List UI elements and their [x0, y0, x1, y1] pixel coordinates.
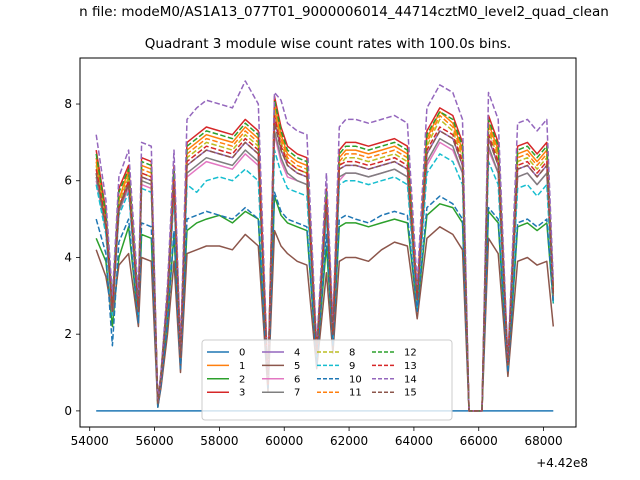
- legend-label-8: 8: [349, 348, 355, 359]
- x-tick-label: 64000: [395, 434, 433, 448]
- x-tick-label: 62000: [330, 434, 368, 448]
- y-axis: 0 2 4 6 8: [64, 97, 80, 418]
- legend-label-6: 6: [294, 374, 300, 385]
- legend-label-15: 15: [404, 388, 417, 399]
- legend-label-2: 2: [239, 374, 245, 385]
- legend-label-0: 0: [239, 348, 245, 359]
- legend-label-9: 9: [349, 361, 355, 372]
- legend-label-4: 4: [294, 348, 300, 359]
- plot-frame: [79, 57, 577, 428]
- x-tick-label: 66000: [460, 434, 498, 448]
- y-tick-label: 4: [64, 250, 72, 264]
- x-tick-label: 56000: [135, 434, 173, 448]
- y-tick-label: 8: [64, 97, 72, 111]
- y-tick-label: 0: [64, 404, 72, 418]
- legend-label-12: 12: [404, 348, 417, 359]
- legend-box: [201, 339, 453, 421]
- x-tick-label: 68000: [524, 434, 562, 448]
- plot-lines: [95, 80, 555, 412]
- legend-label-7: 7: [294, 388, 300, 399]
- series-line-15: [95, 122, 555, 412]
- legend-label-11: 11: [349, 388, 362, 399]
- legend-label-1: 1: [239, 361, 245, 372]
- y-tick-label: 6: [64, 174, 72, 188]
- x-offset-label: +4.42e8: [536, 456, 588, 470]
- x-tick-label: 58000: [200, 434, 238, 448]
- x-axis: 54000 56000 58000 60000 62000 64000 66000 68000: [71, 427, 563, 448]
- legend-label-13: 13: [404, 361, 417, 372]
- legend-label-14: 14: [404, 374, 417, 385]
- y-tick-label: 2: [64, 327, 72, 341]
- series-line-14: [95, 80, 555, 412]
- legend-label-5: 5: [294, 361, 300, 372]
- chart-title: Quadrant 3 module wise count rates with …: [144, 36, 512, 52]
- legend-label-10: 10: [349, 374, 362, 385]
- x-tick-label: 60000: [265, 434, 303, 448]
- x-tick-label: 54000: [71, 434, 109, 448]
- legend-label-3: 3: [239, 388, 245, 399]
- figure-suptitle: n file: modeM0/AS1A13_077T01_9000006014_…: [79, 4, 609, 20]
